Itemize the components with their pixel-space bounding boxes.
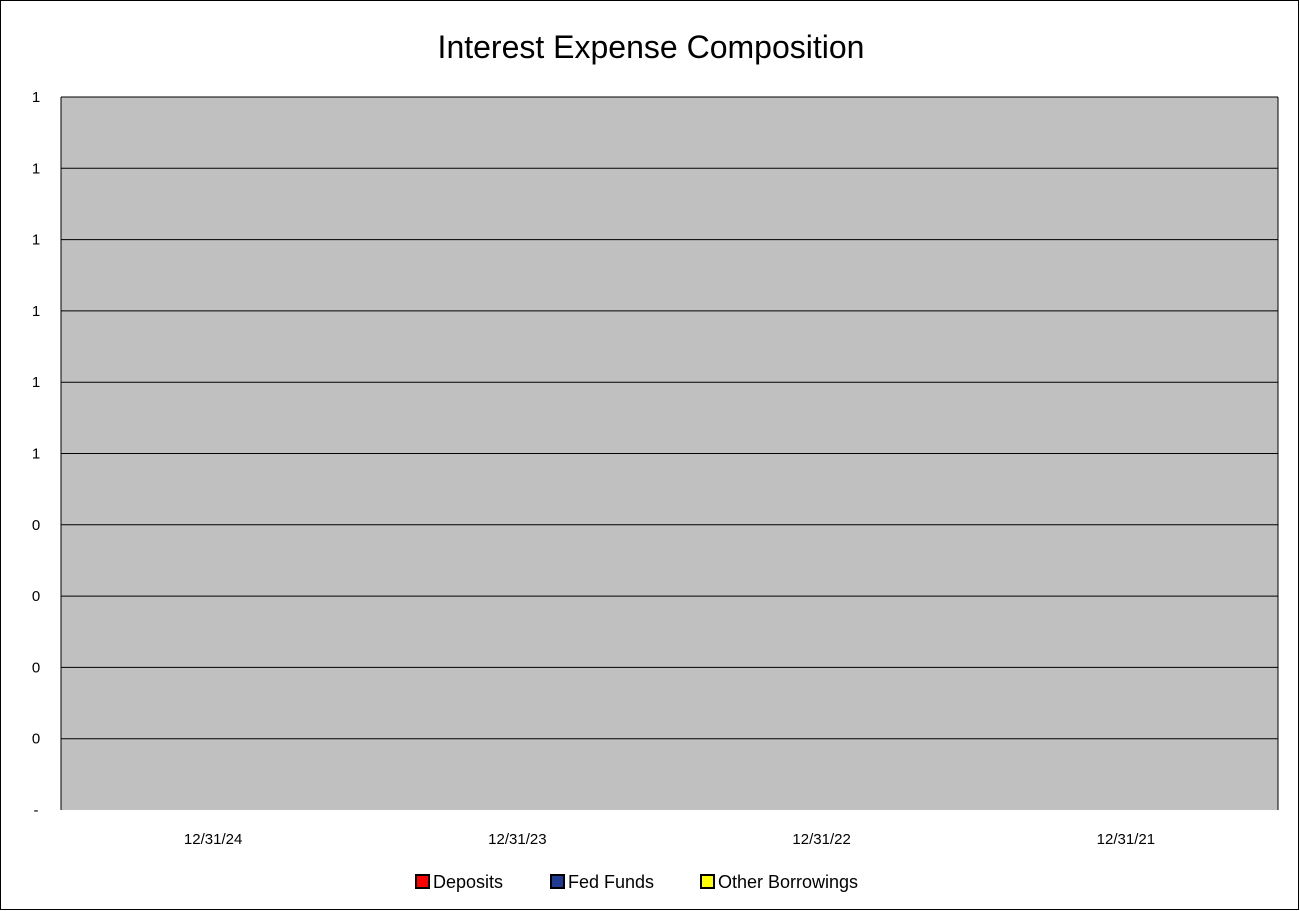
legend-swatch-other-borrowings bbox=[700, 874, 715, 889]
legend-label: Deposits bbox=[433, 872, 503, 892]
y-tick-label: 1 bbox=[32, 446, 40, 463]
x-tick-label: 12/31/23 bbox=[488, 831, 546, 848]
legend-label: Fed Funds bbox=[568, 872, 654, 892]
x-tick-label: 12/31/24 bbox=[184, 831, 242, 848]
y-tick-label: 1 bbox=[32, 303, 40, 320]
legend-label: Other Borrowings bbox=[718, 872, 858, 892]
x-tick-label: 12/31/21 bbox=[1097, 831, 1155, 848]
y-tick-label: 0 bbox=[32, 588, 40, 605]
x-tick-label: 12/31/22 bbox=[792, 831, 850, 848]
y-tick-label: 0 bbox=[32, 731, 40, 748]
y-tick-label: 0 bbox=[32, 517, 40, 534]
y-tick-label: 1 bbox=[32, 89, 40, 106]
y-tick-label: 1 bbox=[32, 374, 40, 391]
legend-swatch-fed-funds bbox=[550, 874, 565, 889]
legend-swatch-deposits bbox=[415, 874, 430, 889]
chart-title: Interest Expense Composition bbox=[437, 29, 865, 65]
y-tick-label: 1 bbox=[32, 232, 40, 249]
y-tick-label: 0 bbox=[32, 659, 40, 676]
y-tick-label: 1 bbox=[32, 160, 40, 177]
y-tick-label: - bbox=[34, 802, 39, 819]
